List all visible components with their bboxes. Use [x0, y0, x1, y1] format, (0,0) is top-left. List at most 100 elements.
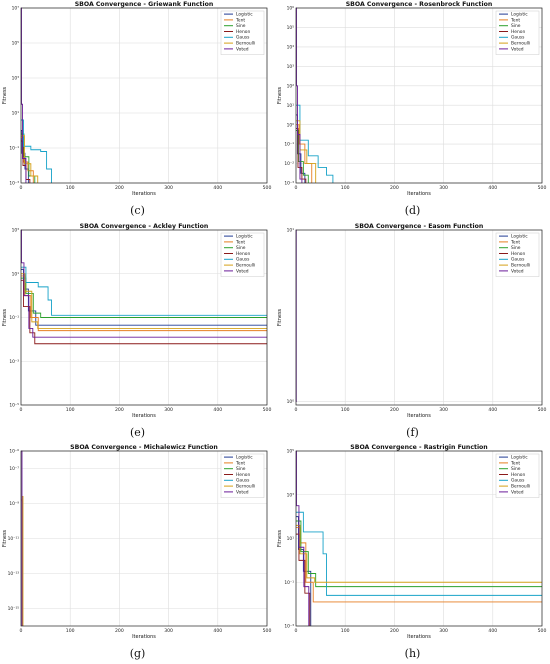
x-tick-label: 200 [390, 185, 399, 191]
y-axis-label: Fitness [277, 86, 283, 104]
x-axis-label: Iterations [132, 634, 156, 640]
legend-label-sine: Sine [511, 245, 521, 251]
y-axis-label: Fitness [277, 308, 283, 326]
legend-label-voted: Voted [236, 46, 249, 52]
series-line-henon [296, 128, 307, 183]
x-tick-label: 100 [66, 628, 75, 634]
y-tick-label: 10⁻² [284, 161, 294, 167]
axes-frame [295, 229, 543, 406]
y-tick-label: 10⁻³ [284, 181, 294, 187]
legend-label-sine: Sine [236, 23, 246, 29]
y-tick-label: 10⁴ [287, 44, 295, 50]
x-tick-label: 400 [213, 628, 222, 634]
y-tick-label: 10⁻³ [9, 181, 19, 187]
legend-box [220, 453, 265, 498]
series-line-gauss [296, 511, 542, 596]
y-tick-label: 10⁻³ [284, 624, 294, 630]
x-axis-label: Iterations [407, 191, 431, 197]
x-tick-label: 100 [341, 407, 350, 413]
axes-frame [20, 229, 268, 406]
series-line-logistic [296, 516, 312, 626]
x-tick-label: 100 [66, 185, 75, 191]
series-line-bernoulli [296, 524, 542, 583]
x-tick-label: 0 [295, 407, 298, 413]
caption-h: (h) [404, 647, 421, 660]
x-tick-label: 0 [295, 185, 298, 191]
y-tick-label: 10⁻¹¹ [8, 536, 20, 542]
legend-label-henon: Henon [236, 472, 250, 478]
legend-label-logistic: Logistic [236, 234, 253, 240]
chart-panel-d: SBOA Convergence - Rosenbrock Function 0 1… [275, 0, 550, 217]
axes-frame [20, 7, 268, 184]
chart-panel-h: SBOA Convergence - Rastrigin Function 0 10… [275, 443, 550, 660]
legend-label-henon: Henon [511, 472, 525, 478]
legend-label-tent: Tent [235, 17, 245, 23]
x-tick-label: 400 [488, 407, 497, 413]
x-tick-label: 100 [66, 407, 75, 413]
caption-f: (f) [406, 426, 419, 439]
legend-label-gauss: Gauss [236, 35, 250, 41]
series-line-bernoulli [21, 273, 267, 329]
x-tick-label: 300 [164, 628, 173, 634]
legend-label-sine: Sine [236, 245, 246, 251]
y-tick-label: 10⁻¹ [9, 315, 19, 321]
y-axis-label: Fitness [2, 529, 8, 547]
x-axis-label: Iterations [132, 413, 156, 419]
legend-label-bernoulli: Bernoulli [511, 263, 530, 269]
legend-label-henon: Henon [511, 251, 525, 257]
x-axis-label: Iterations [407, 413, 431, 419]
y-tick-label: 10² [287, 83, 295, 89]
caption-d: (d) [404, 204, 421, 217]
series-line-bernoulli [296, 120, 317, 183]
x-tick-label: 100 [341, 628, 350, 634]
axes-frame [295, 450, 543, 627]
x-tick-label: 200 [115, 185, 124, 191]
caption-e: (e) [129, 426, 146, 439]
chart-title: SBOA Convergence - Rastrigin Function [350, 444, 487, 451]
x-tick-label: 400 [213, 407, 222, 413]
legend-label-voted: Voted [511, 46, 524, 52]
legend-label-bernoulli: Bernoulli [236, 263, 255, 269]
series-line-sine [296, 130, 309, 183]
y-tick-label: 10⁻¹ [284, 142, 294, 148]
y-tick-label: 10⁵ [287, 449, 295, 455]
chart-panel-f: SBOA Convergence - Easom Function 0 100 200… [275, 222, 550, 439]
legend-label-gauss: Gauss [511, 257, 525, 263]
legend-label-gauss: Gauss [511, 478, 525, 484]
y-axis-label: Fitness [277, 529, 283, 547]
legend-label-henon: Henon [511, 29, 525, 35]
x-tick-label: 400 [488, 628, 497, 634]
y-tick-label: 10⁷ [12, 6, 20, 12]
series-line-logistic [21, 130, 29, 183]
legend-label-gauss: Gauss [236, 478, 250, 484]
x-tick-label: 200 [390, 628, 399, 634]
legend-label-logistic: Logistic [511, 12, 528, 18]
y-tick-label: 10⁻¹ [284, 580, 294, 586]
x-tick-label: 500 [263, 185, 272, 191]
legend-label-tent: Tent [510, 460, 520, 466]
legend-label-voted: Voted [511, 268, 524, 274]
x-tick-label: 500 [538, 407, 547, 413]
x-tick-label: 200 [390, 407, 399, 413]
y-tick-label: 10⁻⁷ [9, 466, 19, 472]
x-tick-label: 400 [213, 185, 222, 191]
legend-label-sine: Sine [511, 23, 521, 29]
chart-panel-g: SBOA Convergence - Michalewicz Function 0… [0, 443, 275, 660]
legend-label-gauss: Gauss [511, 35, 525, 41]
axes-frame [20, 450, 268, 627]
legend-box [495, 232, 540, 277]
y-tick-label: 10³ [12, 76, 20, 82]
axes-frame [295, 7, 543, 184]
chart-panel-e: SBOA Convergence - Ackley Function 0 100 20… [0, 222, 275, 439]
legend-label-tent: Tent [235, 460, 245, 466]
x-tick-label: 0 [20, 407, 23, 413]
legend-label-sine: Sine [511, 466, 521, 472]
legend-label-voted: Voted [236, 489, 249, 495]
legend-label-bernoulli: Bernoulli [511, 484, 530, 490]
x-tick-label: 0 [295, 628, 298, 634]
y-tick-label: 10⁻⁹ [9, 501, 19, 507]
x-tick-label: 200 [115, 407, 124, 413]
y-tick-label: 10¹ [12, 111, 20, 117]
legend-label-logistic: Logistic [511, 234, 528, 240]
legend-label-tent: Tent [510, 239, 520, 245]
